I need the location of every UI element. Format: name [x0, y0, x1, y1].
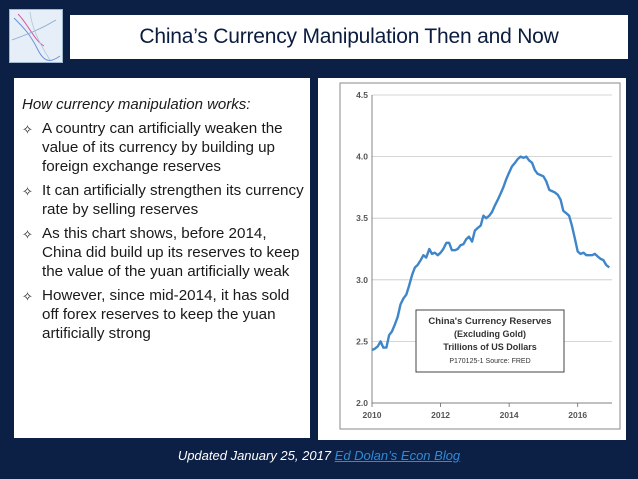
bullet-text: As this chart shows, before 2014, China … [42, 225, 300, 280]
title-bar: China’s Currency Manipulation Then and N… [70, 15, 628, 59]
reserves-series-line [371, 155, 611, 352]
four-point-star-icon: ✧ [22, 122, 33, 137]
bullet-text: It can artificially strengthen its curre… [42, 182, 304, 218]
text-panel: How currency manipulation works: ✧ A cou… [14, 78, 310, 438]
chart-frame [339, 82, 621, 430]
four-point-star-icon: ✧ [22, 184, 33, 199]
bullet-item: ✧ However, since mid-2014, it has sold o… [22, 286, 304, 343]
x-tick-label: 2010 [363, 410, 382, 420]
chart-panel: 2.0 2.5 3.0 3.5 4.0 4.5 2010 2012 2014 2016 China'… [318, 78, 626, 440]
footer: Updated January 25, 2017 Ed Dolan’s Econ… [0, 448, 638, 463]
x-tick-label: 2014 [500, 410, 519, 420]
reserves-chart: 2.0 2.5 3.0 3.5 4.0 4.5 2010 2012 2014 2016 China'… [339, 82, 621, 430]
y-tick-label: 2.5 [356, 336, 368, 346]
subheading: How currency manipulation works: [22, 96, 251, 113]
bullet-text: A country can artificially weaken the va… [42, 120, 283, 175]
y-tick-label: 4.0 [356, 152, 368, 162]
chart-units: Trillions of US Dollars [443, 342, 537, 352]
chart-source: P170125-1 Source: FRED [449, 358, 530, 365]
chart-title-box [415, 309, 565, 373]
bullet-item: ✧ As this chart shows, before 2014, Chin… [22, 224, 304, 281]
y-tick-label: 3.0 [356, 275, 368, 285]
chart-subtitle: (Excluding Gold) [454, 329, 526, 339]
y-tick-label: 4.5 [356, 90, 368, 100]
bullet-list: ✧ A country can artificially weaken the … [22, 119, 304, 343]
chart-title: China's Currency Reserves [428, 316, 551, 327]
blog-link[interactable]: Ed Dolan’s Econ Blog [334, 448, 461, 463]
y-tick-label: 3.5 [356, 213, 368, 223]
slide-thumbnail [9, 9, 63, 63]
footer-text: Updated January 25, 2017 [177, 448, 335, 463]
map-thumbnail-icon [10, 10, 62, 62]
four-point-star-icon: ✧ [22, 227, 33, 242]
y-tick-label: 2.0 [356, 398, 368, 408]
four-point-star-icon: ✧ [22, 289, 33, 304]
bullet-item: ✧ A country can artificially weaken the … [22, 119, 304, 176]
bullet-text: However, since mid-2014, it has sold off… [42, 287, 290, 342]
x-tick-label: 2016 [568, 410, 587, 420]
bullet-item: ✧ It can artificially strengthen its cur… [22, 181, 304, 219]
slide-title: China’s Currency Manipulation Then and N… [139, 25, 559, 48]
x-tick-label: 2012 [431, 410, 450, 420]
